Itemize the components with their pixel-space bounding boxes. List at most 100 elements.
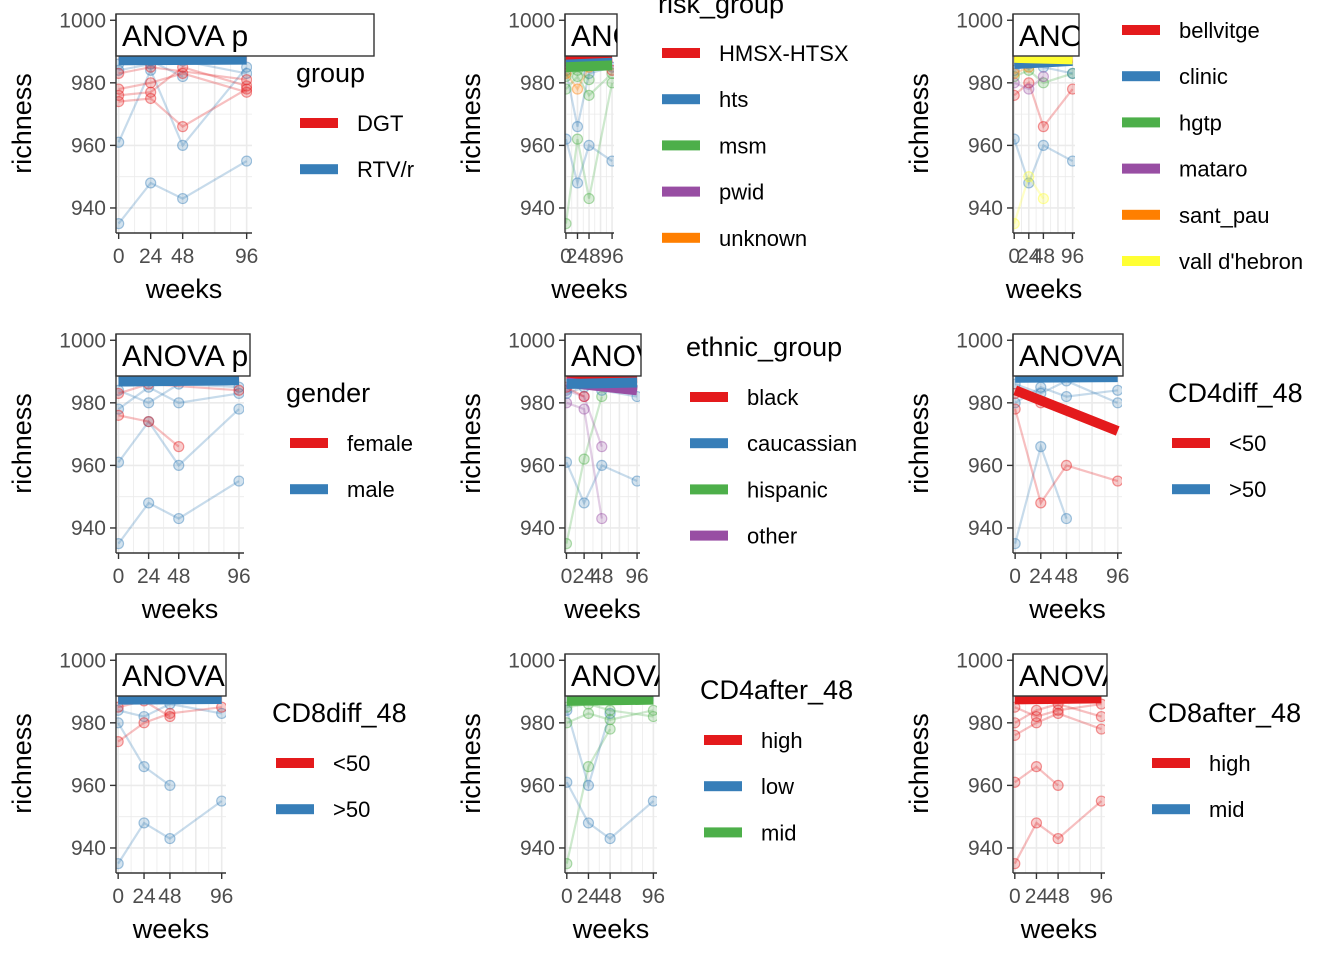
data-point [1095, 723, 1105, 735]
x-axis-title: weeks [141, 594, 219, 624]
data-point [647, 795, 657, 807]
data-point [1013, 776, 1021, 788]
data-point [596, 512, 608, 525]
x-tick-label: 96 [642, 885, 665, 908]
facet-strip-label: ANOVA [122, 660, 225, 693]
legend-label: black [747, 385, 799, 410]
data-point [116, 736, 124, 748]
data-point [1030, 817, 1043, 829]
subject-line [566, 709, 654, 724]
data-point [116, 717, 124, 729]
data-point [173, 459, 185, 471]
data-point [1013, 89, 1020, 101]
data-point [565, 70, 572, 83]
data-point [604, 723, 616, 735]
x-tick-label: 24 [577, 885, 601, 908]
data-point [164, 707, 176, 720]
legend-label: DGT [357, 111, 403, 136]
legend-key [1152, 758, 1190, 768]
x-tick-label: 24 [1017, 245, 1041, 268]
data-point [1013, 397, 1021, 409]
subject-line [566, 401, 603, 519]
data-point [241, 74, 252, 86]
subject-line [1014, 702, 1102, 718]
x-axis-title: weeks [132, 914, 210, 944]
legend-label: bellvitge [1179, 18, 1260, 43]
data-point [1035, 497, 1047, 509]
data-point [145, 86, 157, 98]
subject-line [1014, 702, 1102, 724]
subject-line [118, 72, 247, 94]
y-tick-label: 940 [71, 837, 106, 860]
data-point [565, 387, 573, 400]
data-point [241, 80, 252, 92]
y-tick-label: 960 [968, 774, 1003, 797]
legend-label: caucassian [747, 431, 857, 456]
x-tick-label: 96 [600, 245, 623, 268]
x-tick-label: 48 [1055, 565, 1078, 588]
x-axis-title: weeks [1020, 914, 1098, 944]
subject-line [118, 66, 247, 81]
x-tick-label: 48 [577, 245, 600, 268]
data-point [116, 409, 125, 421]
y-tick-label: 940 [71, 517, 106, 540]
legend-key [662, 232, 700, 243]
data-point [1030, 704, 1043, 716]
data-point [647, 704, 657, 716]
facet-strip-label: ANOVA [1019, 660, 1122, 693]
data-point [1060, 459, 1073, 471]
y-tick-label: 960 [520, 774, 555, 797]
y-tick-label: 1000 [508, 329, 555, 352]
data-point [1112, 384, 1122, 396]
data-point [1013, 858, 1021, 870]
legend-label: hgtp [1179, 110, 1222, 135]
data-point [143, 397, 155, 409]
data-point [1013, 133, 1020, 145]
legend-label: pwid [719, 180, 764, 205]
legend-title: group [296, 58, 365, 88]
x-axis-title: weeks [563, 594, 641, 624]
y-tick-label: 980 [968, 72, 1003, 95]
subject-line [117, 160, 248, 225]
subject-line [565, 396, 603, 544]
y-axis-title: richness [7, 73, 37, 174]
x-tick-label: 0 [1009, 565, 1021, 588]
data-point [565, 538, 573, 550]
data-point [1013, 717, 1021, 729]
data-point [596, 390, 608, 403]
subject-line [1014, 379, 1119, 404]
x-tick-label: 0 [1009, 885, 1021, 908]
legend-key [662, 94, 700, 105]
data-point [241, 155, 252, 167]
legend-title: ethnic_group [686, 332, 842, 362]
y-tick-label: 1000 [956, 9, 1003, 32]
y-tick-label: 1000 [956, 649, 1003, 672]
data-point [233, 403, 244, 415]
legend-key [1122, 163, 1160, 174]
legend-key [1122, 256, 1160, 266]
y-tick-label: 960 [520, 454, 555, 477]
subject-line [117, 480, 240, 545]
facet-strip-label: ANOVA [1019, 20, 1122, 53]
data-point [565, 218, 572, 230]
facet-strip-label: ANOVA [571, 20, 674, 53]
data-point [1052, 832, 1064, 845]
data-point [565, 704, 573, 716]
data-point [177, 139, 189, 151]
data-point [216, 707, 226, 720]
data-point [1112, 475, 1122, 487]
subject-line [565, 728, 612, 864]
x-tick-label: 96 [1090, 885, 1113, 908]
legend-title: gender [286, 378, 370, 408]
subject-line [117, 722, 171, 787]
panel-0: ANOVA p 940 960 980 1000 0 24 48 96 weeks richness… [7, 9, 414, 304]
y-axis-title: richness [904, 713, 934, 814]
facet-strip-label: ANOVA p [122, 340, 248, 373]
panel-3: ANOVA p 940 960 980 1000 0 24 48 96 weeks richness… [7, 329, 413, 624]
data-point [116, 89, 125, 101]
y-tick-label: 1000 [59, 329, 106, 352]
